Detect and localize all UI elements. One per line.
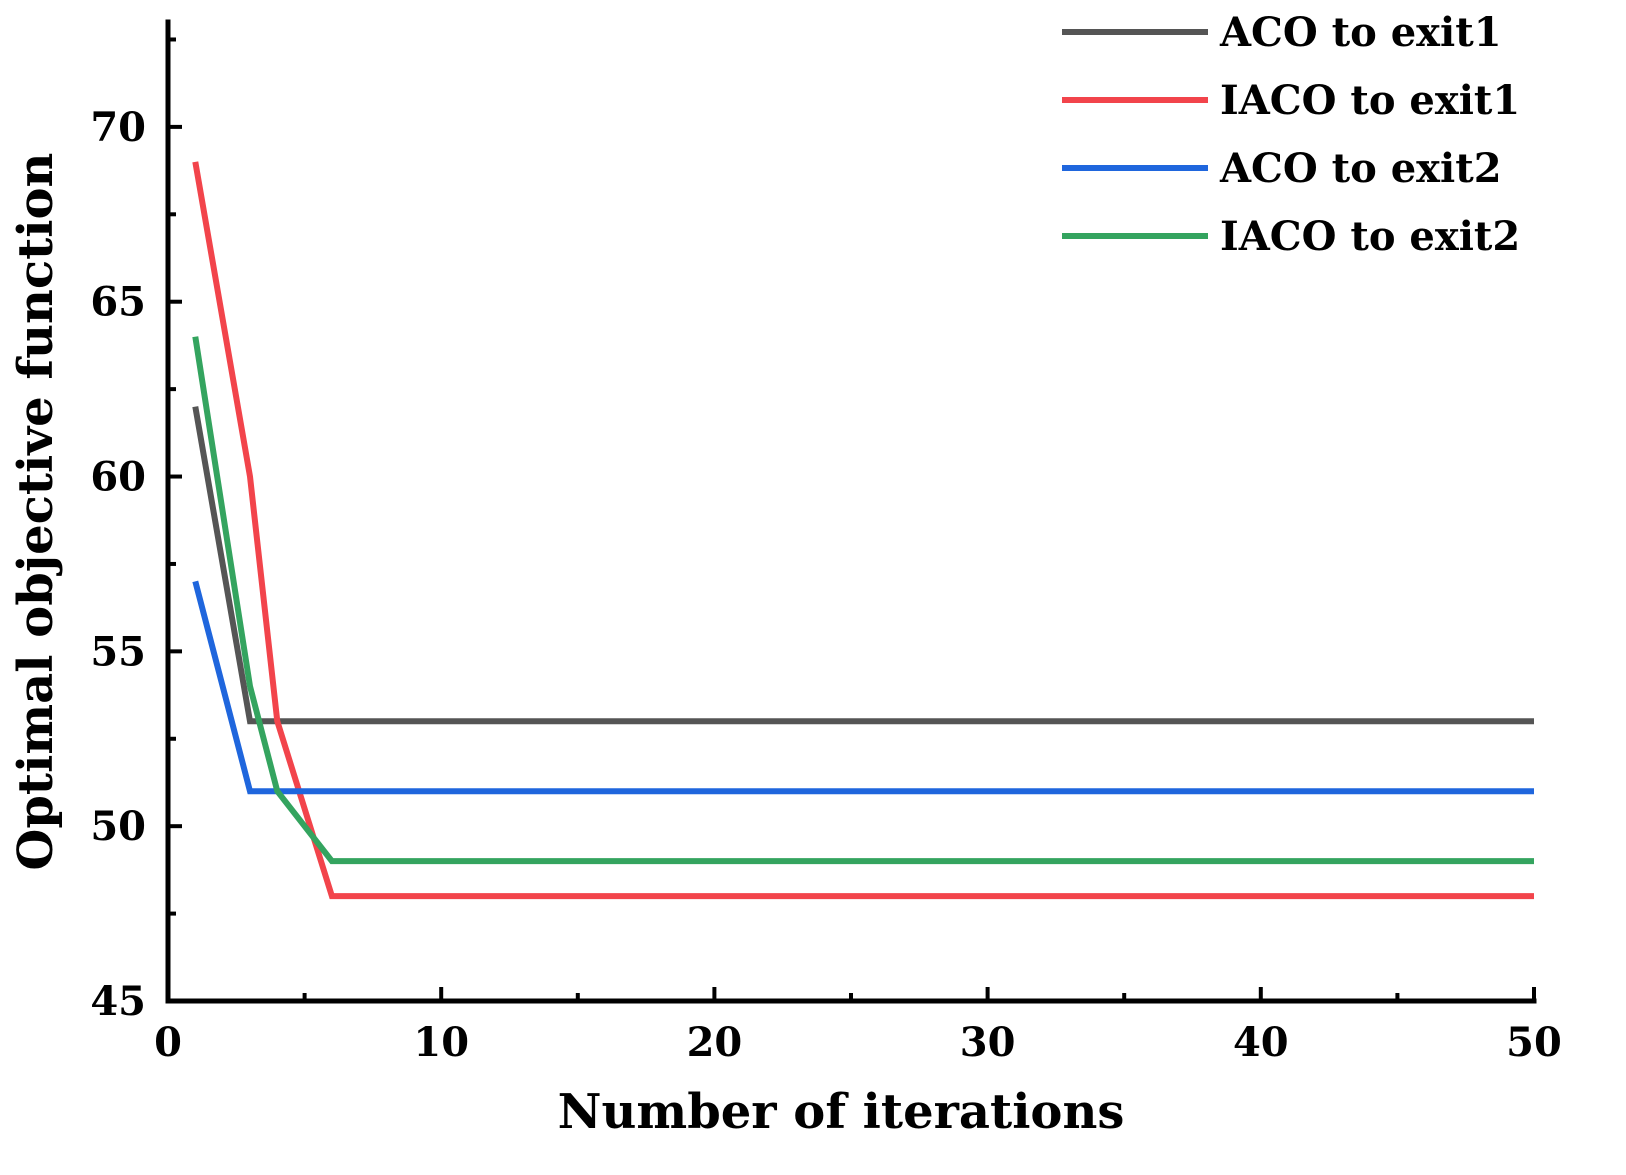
axes: 0 10 20 30 40 50 45 50 55 60 65 70: [90, 19, 1562, 1066]
x-tick-label: 20: [687, 1019, 743, 1066]
x-axis-title: Number of iterations: [558, 1084, 1125, 1140]
series-line-4: [192, 336, 1534, 865]
y-tick-label: 65: [90, 279, 146, 326]
legend-label: IACO to exit2: [1220, 213, 1520, 260]
series-line-1: [192, 406, 1534, 725]
y-tick-label: 50: [90, 803, 146, 850]
series-line-3: [192, 580, 1534, 795]
y-tick-label: 45: [90, 978, 146, 1025]
y-axis-title: Optimal objective function: [8, 153, 64, 871]
x-tick-label: 30: [960, 1019, 1016, 1066]
y-tick-label: 60: [90, 454, 146, 501]
x-tick-label: 50: [1506, 1019, 1562, 1066]
x-tick-label: 40: [1233, 1019, 1289, 1066]
legend-label: IACO to exit1: [1220, 77, 1520, 124]
x-tick-label: 0: [154, 1019, 182, 1066]
x-tick-label: 10: [413, 1019, 469, 1066]
legend-label: ACO to exit2: [1219, 145, 1502, 192]
y-tick-label: 55: [90, 628, 146, 675]
plot-area: [192, 161, 1534, 900]
legend: ACO to exit1 IACO to exit1 ACO to exit2 IAC…: [1062, 9, 1520, 260]
y-tick-label: 70: [90, 104, 146, 151]
legend-label: ACO to exit1: [1219, 9, 1502, 56]
series-line-2: [192, 161, 1534, 900]
